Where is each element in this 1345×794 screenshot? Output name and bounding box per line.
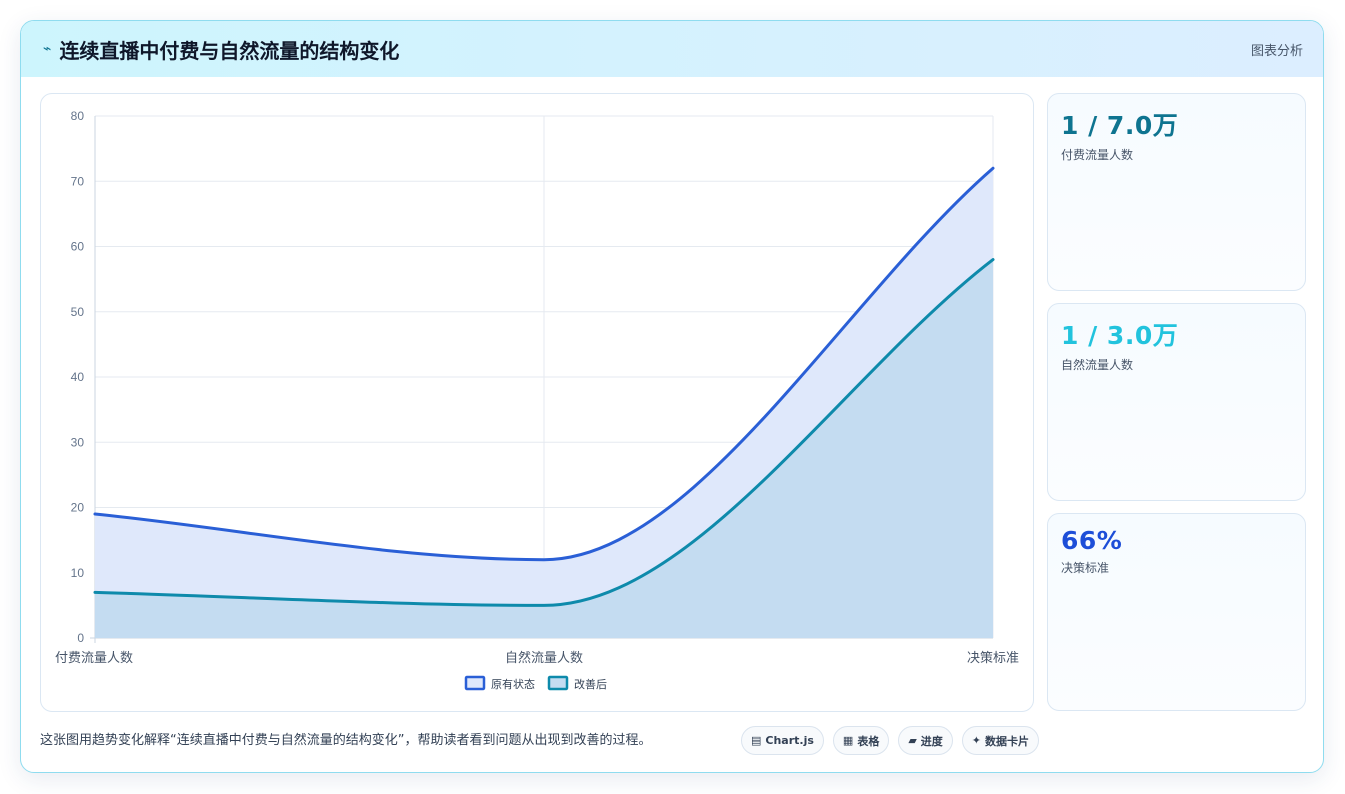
page-title: 连续直播中付费与自然流量的结构变化 xyxy=(59,38,400,63)
progress-icon: ▰ xyxy=(908,734,917,747)
y-tick-label: 10 xyxy=(71,566,85,580)
x-tick-label: 决策标准 xyxy=(967,650,1019,666)
kpi-card-decision: 66% 决策标准 xyxy=(1047,513,1306,711)
y-tick-label: 0 xyxy=(77,631,84,645)
table-icon: ▦ xyxy=(842,734,854,747)
title-group: ⌁ 连续直播中付费与自然流量的结构变化 xyxy=(43,35,399,64)
chip-table[interactable]: ▦ 表格 xyxy=(832,726,890,755)
x-tick-label: 自然流量人数 xyxy=(505,650,583,666)
chart-panel: 0 10 20 30 40 50 60 70 80 付费流量人数 自然流量人数 决策标准原有状态 改善后 xyxy=(40,93,1034,712)
y-tick-label: 60 xyxy=(71,240,85,254)
legend-swatch xyxy=(464,675,486,691)
y-tick-label: 30 xyxy=(71,435,85,449)
legend-swatch xyxy=(547,675,569,691)
x-tick-label: 付费流量人数 xyxy=(55,651,133,666)
kpi-label: 付费流量人数 xyxy=(1061,148,1134,162)
dashboard-card: ⌁ 连续直播中付费与自然流量的结构变化 图表分析 0 10 20 30 40 50 60 70… xyxy=(20,20,1324,773)
kpi-value: 66% xyxy=(1061,526,1123,555)
y-tick-label: 40 xyxy=(71,370,85,384)
chart-description: 这张图用趋势变化解释“连续直播中付费与自然流量的结构变化”，帮助读者看到问题从出… xyxy=(40,733,652,748)
series-area-1 xyxy=(95,259,993,638)
y-tick-label: 70 xyxy=(71,174,85,188)
kpi-label: 自然流量人数 xyxy=(1061,358,1134,372)
series-line-1 xyxy=(93,258,995,607)
sparkle-icon: ✦ xyxy=(971,734,982,747)
series-line-0 xyxy=(93,166,995,562)
kpi-card-natural: 1 / 3.0万 自然流量人数 xyxy=(1047,303,1306,501)
legend-label: 原有状态 xyxy=(491,677,535,691)
bolt-icon: ⌁ xyxy=(43,41,52,57)
card-header: ⌁ 连续直播中付费与自然流量的结构变化 图表分析 xyxy=(21,21,1323,77)
y-tick-label: 20 xyxy=(71,501,85,515)
header-tag: 图表分析 xyxy=(1250,43,1303,59)
chip-label: 进度 xyxy=(920,734,943,748)
chip-row: ▤ Chart.js ▦ 表格 ▰ 进度 ✦ 数据卡片 xyxy=(741,726,1040,755)
y-tick-label: 80 xyxy=(71,109,85,123)
kpi-card-paid: 1 / 7.0万 付费流量人数 xyxy=(1047,93,1306,291)
chip-label: 数据卡片 xyxy=(985,734,1030,748)
chip-data-card[interactable]: ✦ 数据卡片 xyxy=(961,726,1040,755)
chip-progress[interactable]: ▰ 进度 xyxy=(898,726,953,755)
legend-label: 改善后 xyxy=(574,677,607,691)
chip-label: 表格 xyxy=(857,734,880,748)
kpi-label: 决策标准 xyxy=(1061,561,1110,575)
kpi-value: 1 / 3.0万 xyxy=(1061,321,1179,350)
chip-label: Chart.js xyxy=(765,734,814,747)
kpi-value: 1 / 7.0万 xyxy=(1061,111,1179,140)
chart-icon: ▤ xyxy=(751,734,762,747)
chip-chartjs[interactable]: ▤ Chart.js xyxy=(741,726,824,755)
y-tick-label: 50 xyxy=(71,305,85,319)
